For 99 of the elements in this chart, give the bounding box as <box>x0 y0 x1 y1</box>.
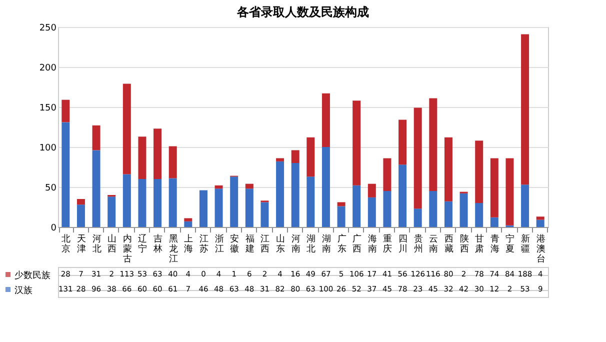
y-tick-label: 0 <box>50 224 57 234</box>
bar <box>444 201 452 227</box>
legend-label: 少数民族 <box>14 270 50 281</box>
y-tick-label: 150 <box>39 104 57 114</box>
bar <box>429 191 438 227</box>
x-tick-label: 浙江 <box>214 234 224 254</box>
x-tick-label: 辽宁 <box>138 234 148 254</box>
bar <box>475 203 484 227</box>
bar <box>536 216 544 220</box>
chart-title: 各省录取人数及民族构成 <box>236 5 369 19</box>
bar <box>154 128 162 179</box>
y-tick-label: 50 <box>45 184 57 194</box>
x-tick-label: 广西 <box>352 234 362 254</box>
bar <box>536 220 544 227</box>
bar <box>460 193 468 227</box>
bar <box>475 140 484 203</box>
bar <box>199 190 208 227</box>
y-tick-label: 200 <box>39 64 57 74</box>
x-tick-label: 海南 <box>368 234 377 254</box>
bar <box>337 206 346 227</box>
bar <box>306 137 315 177</box>
x-tick-label: 港澳台 <box>536 234 546 264</box>
bar <box>122 84 131 174</box>
bar <box>230 176 238 227</box>
bar <box>168 178 177 227</box>
x-tick-label: 天津 <box>76 234 86 254</box>
bar <box>245 184 254 189</box>
y-tick-label: 100 <box>39 144 57 154</box>
bar <box>444 137 452 202</box>
bar <box>521 184 530 227</box>
x-tick-label: 河北 <box>92 234 102 254</box>
bar <box>398 164 407 227</box>
x-tick-label: 北京 <box>62 234 71 254</box>
bar <box>260 202 269 227</box>
bar <box>214 185 223 189</box>
x-tick-label: 福建 <box>244 234 254 254</box>
bar <box>245 188 254 227</box>
bar <box>184 221 192 227</box>
bar <box>429 98 438 191</box>
bar <box>306 176 315 227</box>
bar <box>92 150 100 227</box>
bar <box>92 125 100 150</box>
bar <box>337 202 346 206</box>
x-tick-label: 江西 <box>260 234 270 254</box>
x-tick-label: 河南 <box>291 234 300 254</box>
bar <box>291 150 300 163</box>
x-tick-label: 宁夏 <box>506 234 515 254</box>
x-tick-label: 江苏 <box>199 234 208 254</box>
bar <box>383 191 392 227</box>
bar <box>352 185 361 227</box>
x-tick-label: 甘肃 <box>475 234 484 254</box>
x-tick-label: 湖南 <box>322 234 331 254</box>
bar <box>184 218 192 222</box>
x-tick-label: 陕西 <box>460 234 469 254</box>
bar <box>168 146 177 178</box>
bar <box>276 158 284 162</box>
x-tick-label: 云南 <box>429 234 438 254</box>
x-tick-label: 上海 <box>184 234 194 254</box>
bar <box>122 174 131 227</box>
bar <box>352 100 361 186</box>
bar <box>368 184 376 198</box>
bar <box>414 208 422 227</box>
bar <box>506 158 514 226</box>
bar <box>398 120 407 165</box>
bar <box>521 34 530 185</box>
bar <box>214 188 223 227</box>
x-tick-label: 山西 <box>108 234 117 254</box>
bar <box>368 197 376 227</box>
bar <box>322 93 330 147</box>
bar <box>276 161 284 227</box>
x-tick-label: 湖北 <box>306 234 316 254</box>
bar <box>291 163 300 227</box>
x-tick-label: 西藏 <box>444 234 454 254</box>
bar <box>76 199 85 205</box>
x-tick-label: 贵州 <box>414 234 423 254</box>
bar <box>138 136 146 179</box>
bar <box>414 108 422 209</box>
bar <box>490 158 498 218</box>
x-tick-label: 内蒙古 <box>122 234 132 264</box>
x-tick-label: 山东 <box>276 234 286 254</box>
bar <box>138 179 146 227</box>
bar <box>62 100 70 122</box>
x-tick-label: 青海 <box>490 234 500 254</box>
bar <box>154 179 162 227</box>
y-tick-label: 250 <box>39 24 57 34</box>
x-tick-label: 吉林 <box>152 234 163 254</box>
bar <box>76 204 85 227</box>
x-tick-label: 新疆 <box>521 234 530 254</box>
bar <box>108 196 116 227</box>
x-tick-label: 四川 <box>398 234 408 254</box>
bar <box>62 122 70 227</box>
x-tick-label: 广东 <box>337 234 346 254</box>
bar <box>490 217 498 227</box>
x-tick-label: 黑龙江 <box>168 234 178 264</box>
legend-label: 汉族 <box>14 285 32 296</box>
x-tick-label: 重庆 <box>383 234 392 254</box>
bar <box>383 158 392 191</box>
x-tick-label: 安徽 <box>230 234 240 254</box>
bar <box>322 147 330 227</box>
